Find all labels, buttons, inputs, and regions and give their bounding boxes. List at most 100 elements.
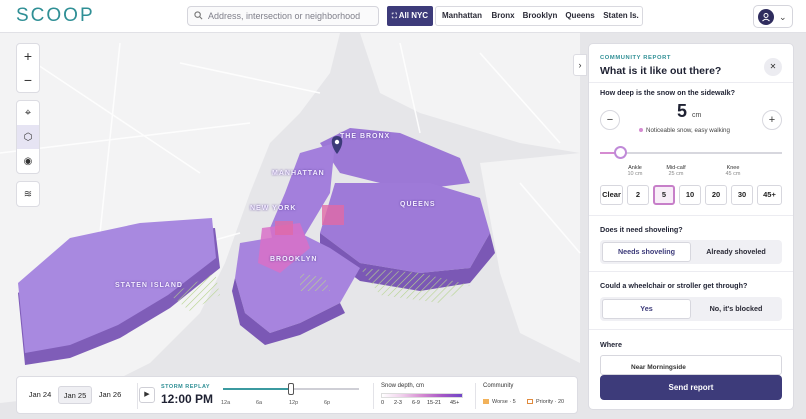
mark-knee-sub: 45 cm — [725, 171, 741, 177]
compass-icon: ◉ — [23, 155, 33, 167]
day-jan-25[interactable]: Jan 25 — [58, 386, 92, 404]
locate-button[interactable]: ⌖ — [17, 101, 39, 125]
priority-swatch — [527, 399, 533, 405]
search-input[interactable]: Address, intersection or neighborhood — [187, 6, 379, 26]
depth-value: 5 — [677, 101, 688, 121]
tab-manhattan[interactable]: Manhattan — [442, 11, 482, 20]
send-report-button[interactable]: Send report — [600, 375, 782, 400]
layer-controls: ≋ — [16, 181, 40, 207]
zoom-in-button[interactable]: + — [23, 48, 33, 64]
account-menu[interactable]: ⌄ — [753, 5, 793, 28]
legend-title: Snow depth, cm — [381, 383, 425, 389]
app-logo[interactable]: SCOOP — [16, 5, 95, 26]
increment-button[interactable]: + — [762, 110, 782, 130]
time-slider-thumb[interactable] — [288, 383, 294, 395]
zoom-out-button[interactable]: − — [23, 72, 33, 88]
tick-12a: 12a — [221, 400, 231, 406]
legend-stop-3: 15-21 — [427, 400, 442, 406]
shoveling-toggle: Needs shoveling Already shoveled — [600, 240, 782, 264]
legend-stop-1: 2-3 — [394, 400, 402, 406]
day-jan-24[interactable]: Jan 24 — [28, 390, 52, 399]
depth-slider[interactable] — [600, 152, 782, 154]
question-wheelchair: Could a wheelchair or stroller get throu… — [600, 281, 748, 290]
time-slider-fill — [223, 388, 291, 390]
tab-all-nyc[interactable]: ⛶ All NYC — [387, 6, 433, 26]
depth-description: Noticeable snow, easy walking — [639, 127, 730, 134]
westchester-land — [360, 33, 580, 153]
chip-20[interactable]: 20 — [705, 185, 727, 205]
label-bronx: THE BRONX — [340, 133, 391, 140]
wheelchair-toggle: Yes No, it's blocked — [600, 297, 782, 321]
question-shoveling: Does it need shoveling? — [600, 225, 683, 234]
crosshair-icon: ⌖ — [24, 106, 32, 119]
community-priority[interactable]: Priority · 20 — [527, 399, 564, 405]
mark-mid-calf-label: Mid-calf — [666, 165, 686, 171]
depth-slider-thumb[interactable] — [614, 146, 628, 159]
divider — [589, 82, 793, 83]
chip-45-plus[interactable]: 45+ — [757, 185, 782, 205]
chip-5[interactable]: 5 — [653, 185, 675, 205]
expand-icon: ⛶ — [391, 13, 399, 20]
staten-island[interactable] — [18, 218, 216, 353]
tab-bronx[interactable]: Bronx — [491, 11, 515, 20]
priority-area-2 — [300, 273, 330, 291]
option-needs-shoveling[interactable]: Needs shoveling — [602, 242, 691, 262]
tab-all-nyc-label: All NYC — [398, 11, 429, 20]
legend-stop-2: 6-9 — [412, 400, 420, 406]
play-button[interactable]: ▶ — [139, 387, 155, 403]
tick-6a: 6a — [256, 400, 263, 406]
chip-30[interactable]: 30 — [731, 185, 753, 205]
search-placeholder: Address, intersection or neighborhood — [208, 11, 361, 21]
compass-button[interactable]: ◉ — [17, 149, 39, 173]
day-jan-26[interactable]: Jan 26 — [98, 390, 122, 399]
depth-description-text: Noticeable snow, easy walking — [646, 127, 730, 134]
option-yes[interactable]: Yes — [602, 299, 691, 319]
option-blocked[interactable]: No, it's blocked — [709, 304, 763, 313]
close-button[interactable]: ✕ — [764, 58, 782, 76]
brooklyn-shadow — [232, 278, 345, 345]
tab-queens[interactable]: Queens — [565, 11, 595, 20]
label-queens: QUEENS — [400, 201, 436, 208]
3d-view-button[interactable]: ⬡ — [17, 125, 39, 149]
depth-slider-fill — [600, 152, 621, 154]
tab-brooklyn[interactable]: Brooklyn — [522, 11, 558, 20]
chip-10[interactable]: 10 — [679, 185, 701, 205]
panel-title: What is it like out there? — [600, 65, 722, 77]
label-new-york: NEW YORK — [250, 205, 297, 212]
mark-ankle-sub: 10 cm — [627, 171, 643, 177]
minus-icon: − — [606, 114, 614, 126]
worse-swatch — [483, 399, 489, 405]
location-value: Near Morningside — [631, 364, 686, 371]
community-worse[interactable]: Worse · 5 — [483, 399, 516, 405]
option-already-shoveled[interactable]: Already shoveled — [706, 247, 766, 256]
decrement-button[interactable]: − — [600, 110, 620, 130]
collapse-panel-button[interactable]: › — [573, 54, 587, 76]
divider — [373, 383, 374, 409]
tick-12p: 12p — [289, 400, 299, 406]
layers-button[interactable]: ≋ — [17, 182, 39, 206]
location-pin-icon[interactable] — [331, 136, 343, 154]
chip-2[interactable]: 2 — [627, 185, 649, 205]
cube-icon: ⬡ — [23, 131, 33, 143]
mark-knee-label: Knee — [726, 165, 740, 171]
timeline-bar: Jan 24 Jan 25 Jan 26 ▶ STORM REPLAY 12:0… — [16, 376, 578, 414]
divider — [137, 383, 138, 409]
replay-label: STORM REPLAY — [161, 384, 211, 390]
divider — [589, 215, 793, 216]
location-field[interactable]: Near Morningside — [600, 355, 782, 375]
queens[interactable] — [320, 183, 490, 273]
hotspot-pink — [258, 223, 310, 273]
chip-clear[interactable]: Clear — [600, 185, 623, 205]
queens-shadow — [320, 233, 495, 291]
legend-stop-4: 45+ — [450, 400, 460, 406]
zoom-controls: + − — [16, 43, 40, 93]
divider — [589, 329, 793, 330]
hotspot-red — [322, 205, 344, 225]
view-controls: ⌖ ⬡ ◉ — [16, 100, 40, 174]
plus-icon: + — [768, 114, 776, 126]
community-worse-label: Worse · 5 — [492, 399, 516, 405]
tab-staten-island[interactable]: Staten Is. — [603, 11, 639, 20]
mark-knee: Knee 45 cm — [713, 165, 753, 177]
bronx[interactable] — [320, 128, 470, 188]
report-panel: COMMUNITY REPORT What is it like out the… — [588, 43, 794, 410]
